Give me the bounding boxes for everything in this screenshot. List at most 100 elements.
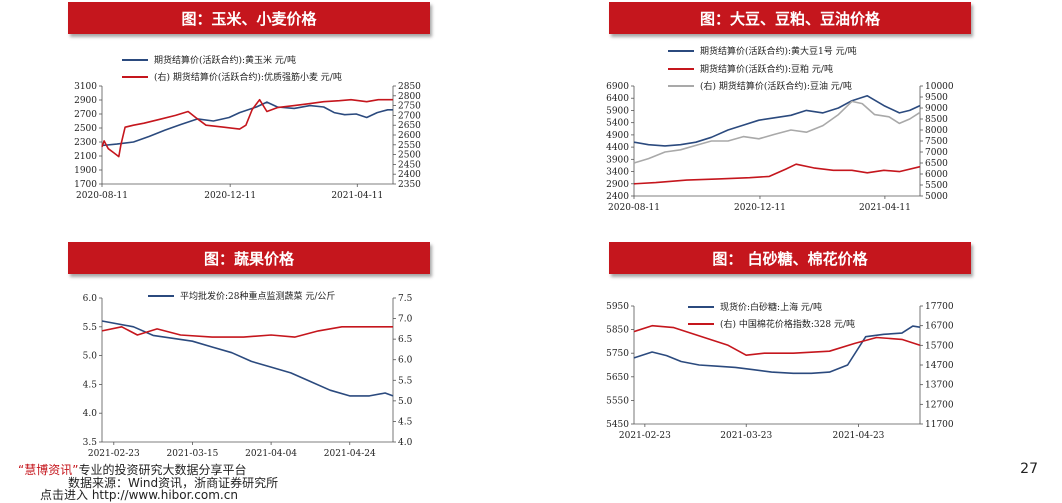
- x-tick-label: 2021-02-23: [619, 431, 671, 441]
- left-tick-label: 1900: [74, 166, 97, 176]
- footer-brand: “慧博资讯”: [18, 463, 79, 477]
- legend-label: 期货结算价(活跃合约):黄玉米 元/吨: [154, 54, 296, 66]
- left-tick-label: 5550: [606, 396, 629, 406]
- left-tick-label: 3900: [606, 155, 629, 165]
- right-tick-label: 9000: [925, 104, 948, 114]
- left-tick-label: 2300: [74, 138, 97, 148]
- right-tick-label: 6500: [925, 159, 948, 169]
- right-tick-label: 14700: [925, 361, 954, 371]
- left-tick-label: 4400: [606, 143, 629, 153]
- right-tick-label: 7000: [925, 148, 948, 158]
- data-source: 数据来源：Wind资讯，浙商证券研究所: [68, 476, 279, 490]
- series-line-2: [633, 324, 921, 356]
- series-line-1: [101, 101, 393, 147]
- chart-panel-sugar-cotton: 图： 白砂糖、棉花价格 5950 5850 5750 5650 5550 5450 1770…: [531, 238, 1062, 463]
- right-tick-label: 5000: [925, 192, 948, 202]
- right-tick-label: 4.0: [398, 438, 413, 448]
- left-tick-label: 5850: [606, 326, 629, 336]
- page-number: 27: [1020, 461, 1038, 477]
- right-tick-label: 7.5: [398, 294, 413, 304]
- series-line-1: [101, 320, 394, 397]
- right-tick-label: 4.5: [398, 417, 413, 427]
- left-tick-label: 3100: [74, 82, 97, 92]
- chart-panel-corn-wheat: 图：玉米、小麦价格 3100 2900 2700 2500 2300 2100 1900 17…: [0, 0, 530, 230]
- right-tick-label: 2350: [398, 180, 421, 190]
- series-line-2: [633, 163, 921, 185]
- right-tick-label: 8000: [925, 126, 948, 136]
- x-tick-label: 2020-08-11: [76, 191, 128, 201]
- left-tick-label: 4.5: [83, 380, 98, 390]
- legend-label: (右) 中国棉花价格指数:328 元/吨: [720, 318, 855, 330]
- right-tick-label: 2450: [398, 160, 421, 170]
- left-tick-label: 2500: [74, 124, 97, 134]
- left-tick-label: 5650: [606, 373, 629, 383]
- x-tick-label: 2021-04-23: [833, 431, 885, 441]
- legend-label: 现货价:白砂糖:上海 元/吨: [720, 301, 822, 313]
- right-tick-label: 5.0: [398, 397, 413, 407]
- right-tick-label: 6.5: [398, 335, 413, 345]
- left-tick-label: 3400: [606, 168, 629, 178]
- chart-vegetables: 6.0 5.5 5.0 4.5 4.0 3.5 7.5 7.0 6.5 6.0 5.5 5.0 4.5 4…: [83, 290, 413, 459]
- x-tick-label: 2021-04-11: [331, 191, 383, 201]
- legend-label: (右) 期货结算价(活跃合约):优质强筋小麦 元/吨: [154, 71, 342, 83]
- left-tick-label: 6900: [606, 82, 629, 92]
- x-tick-label: 2021-04-24: [324, 449, 376, 459]
- x-tick-label: 2020-12-11: [734, 203, 786, 213]
- x-tick-label: 2021-02-23: [88, 449, 140, 459]
- series-line-3: [633, 100, 921, 164]
- right-tick-label: 5.5: [398, 376, 413, 386]
- right-tick-label: 9500: [925, 93, 948, 103]
- chart-panel-soy: 图：大豆、豆粕、豆油价格 6900 6400 5900 5400 4900 4400 390…: [531, 0, 1062, 230]
- left-tick-label: 2900: [606, 180, 629, 190]
- right-tick-label: 17700: [925, 302, 954, 312]
- x-tick-label: 2021-03-23: [720, 431, 772, 441]
- series-line-1: [633, 325, 921, 375]
- series-line-1: [633, 95, 921, 147]
- legend-label: (右) 期货结算价(活跃合约):豆油 元/吨: [700, 80, 852, 92]
- footer-tagline: 专业的投资研究大数据分享平台: [78, 463, 247, 477]
- left-tick-label: 1700: [74, 180, 97, 190]
- right-tick-label: 2750: [398, 102, 421, 112]
- chart-panel-vegetables: 图：蔬果价格 6.0 5.5 5.0 4.5 4.0 3.5 7.5 7.0 6.5 6.0 5.5…: [0, 238, 530, 463]
- x-tick-label: 2021-04-04: [245, 449, 297, 459]
- left-tick-label: 6.0: [83, 294, 98, 304]
- left-tick-label: 5.5: [83, 323, 98, 333]
- chart-title: 图：蔬果价格: [68, 242, 430, 274]
- chart-title: 图： 白砂糖、棉花价格: [609, 242, 971, 274]
- left-tick-label: 5.0: [83, 352, 98, 362]
- right-tick-label: 2400: [398, 170, 421, 180]
- right-tick-label: 11700: [925, 420, 954, 430]
- left-tick-label: 5400: [606, 119, 629, 129]
- right-tick-label: 2600: [398, 131, 421, 141]
- left-tick-label: 2900: [74, 96, 97, 106]
- right-tick-label: 15700: [925, 341, 954, 351]
- left-tick-label: 5950: [606, 302, 629, 312]
- right-tick-label: 12700: [925, 400, 954, 410]
- chart-title: 图：大豆、豆粕、豆油价格: [609, 2, 971, 34]
- footer-link[interactable]: 点击进入 http://www.hibor.com.cn: [40, 488, 238, 502]
- right-tick-label: 2550: [398, 141, 421, 151]
- legend-label: 期货结算价(活跃合约):豆粕 元/吨: [700, 63, 833, 75]
- x-tick-label: 2020-12-11: [204, 191, 256, 201]
- right-tick-label: 13700: [925, 381, 954, 391]
- chart-soy: 6900 6400 5900 5400 4900 4400 3900 3400 2900 2400…: [606, 45, 954, 213]
- right-tick-label: 8500: [925, 115, 948, 125]
- left-tick-label: 4.0: [83, 409, 98, 419]
- right-tick-label: 2700: [398, 111, 421, 121]
- right-tick-label: 6000: [925, 170, 948, 180]
- x-tick-label: 2021-03-15: [167, 449, 219, 459]
- left-tick-label: 2100: [74, 152, 97, 162]
- right-tick-label: 2650: [398, 121, 421, 131]
- left-tick-label: 5750: [606, 349, 629, 359]
- series-line-2: [101, 326, 393, 338]
- x-tick-label: 2020-08-11: [608, 203, 660, 213]
- right-tick-label: 10000: [925, 82, 954, 92]
- legend-label: 期货结算价(活跃合约):黄大豆1号 元/吨: [700, 45, 857, 57]
- left-tick-label: 4900: [606, 131, 629, 141]
- footer-line-1: “慧博资讯”专业的投资研究大数据分享平台: [18, 461, 246, 478]
- left-tick-label: 6400: [606, 94, 629, 104]
- series-line-2: [101, 98, 393, 158]
- right-tick-label: 6.0: [398, 356, 413, 366]
- right-tick-label: 2500: [398, 151, 421, 161]
- right-tick-label: 7500: [925, 137, 948, 147]
